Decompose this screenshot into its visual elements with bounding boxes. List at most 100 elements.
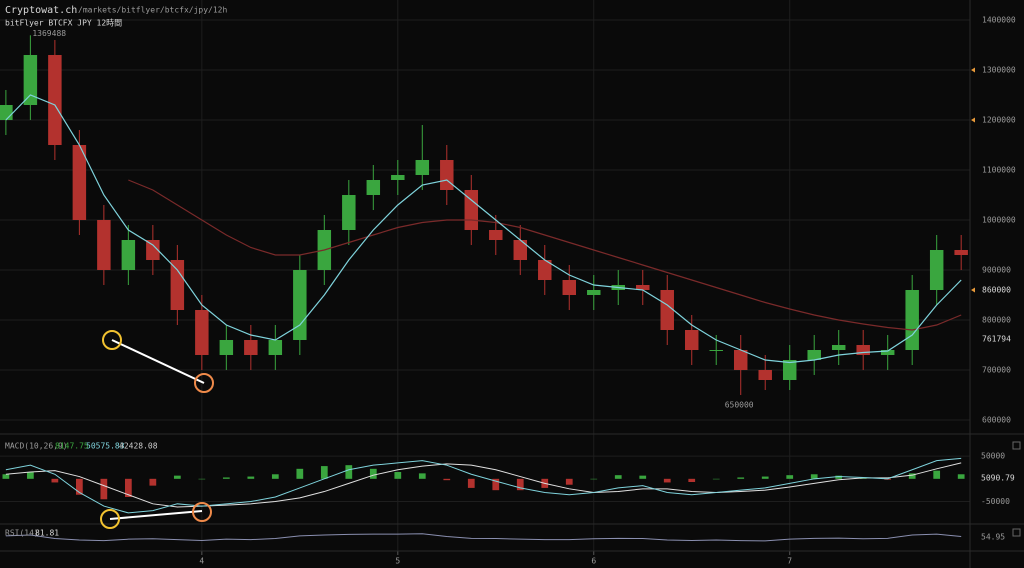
trend-line <box>109 510 203 520</box>
price-marker <box>971 287 975 293</box>
macd-histogram-bar <box>639 475 647 479</box>
macd-histogram-bar <box>418 473 426 479</box>
macd-histogram-bar <box>663 478 671 483</box>
macd-histogram-bar <box>712 478 720 480</box>
candle-body <box>268 340 283 355</box>
price-label: 761794 <box>982 335 1011 344</box>
macd-histogram-bar <box>222 477 230 479</box>
candle-body <box>146 240 160 260</box>
x-tick-label: 7 <box>787 557 792 566</box>
x-tick-label: 4 <box>199 557 204 566</box>
macd-histogram-bar <box>737 477 745 479</box>
candle-body <box>562 280 576 295</box>
y-tick-label: 1100000 <box>982 166 1016 175</box>
candle-body <box>293 270 307 340</box>
candle-body <box>97 220 111 270</box>
candle-body <box>342 195 356 230</box>
macd-histogram-bar <box>320 466 328 479</box>
macd-histogram-bar <box>908 473 916 479</box>
price-marker <box>971 117 975 123</box>
y-tick-label: 900000 <box>982 266 1011 275</box>
close-button[interactable] <box>1012 441 1021 450</box>
macd-histogram-bar <box>2 474 10 479</box>
y-tick-label: 1200000 <box>982 116 1016 125</box>
macd-histogram-bar <box>835 475 843 479</box>
macd-histogram-bar <box>859 478 867 479</box>
macd-histogram-bar <box>933 470 941 479</box>
macd-histogram-bar <box>786 475 794 479</box>
macd-histogram-bar <box>100 478 108 500</box>
macd-histogram-bar <box>149 478 157 486</box>
candle-body <box>929 250 944 290</box>
candle-body <box>660 290 674 330</box>
candle-body <box>415 160 430 175</box>
y-tick-label: 800000 <box>982 316 1011 325</box>
macd-histogram-bar <box>247 476 255 479</box>
candle-body <box>758 370 772 380</box>
y-tick-label: 600000 <box>982 416 1011 425</box>
macd-histogram-bar <box>688 478 696 482</box>
rsi-readout: 81.81 <box>35 529 59 538</box>
price-marker <box>971 67 975 73</box>
candle-body <box>587 290 601 295</box>
macd-histogram-bar <box>443 478 451 481</box>
candle-body <box>733 350 748 370</box>
candle-body <box>489 230 503 240</box>
macd-histogram-bar <box>369 468 377 479</box>
candle-body <box>195 310 209 355</box>
pair-label: bitFlyer BTCFX JPY 12時間 <box>5 19 122 28</box>
macd-histogram-bar <box>516 478 524 491</box>
macd-readout: 8147.75 <box>55 442 89 451</box>
close-button[interactable] <box>1012 528 1021 537</box>
macd-histogram-bar <box>51 478 59 483</box>
candle-body <box>954 250 968 255</box>
candle-body <box>538 260 552 280</box>
rsi-line <box>5 533 962 542</box>
macd-last: 5090.79 <box>981 474 1015 483</box>
candle-body <box>807 350 821 360</box>
candle-body <box>440 160 454 190</box>
candle-body <box>366 180 381 195</box>
macd-histogram-bar <box>75 478 83 495</box>
x-tick-label: 6 <box>591 557 596 566</box>
candle-body <box>513 240 528 260</box>
y-tick-label: 1300000 <box>982 66 1016 75</box>
site-name: Cryptowat.ch <box>5 5 77 16</box>
macd-histogram-bar <box>590 478 598 480</box>
macd-histogram-bar <box>614 475 622 479</box>
y-tick-label: 1400000 <box>982 16 1016 25</box>
candle-body <box>72 145 87 220</box>
candle-body <box>636 285 650 290</box>
candle-body <box>48 55 62 145</box>
candle-body <box>0 105 13 120</box>
macd-histogram-bar <box>492 478 500 491</box>
macd-histogram-bar <box>173 475 181 479</box>
price-label: 860000 <box>982 286 1011 295</box>
candle-body <box>831 345 846 350</box>
macd-histogram-bar <box>957 474 965 479</box>
macd-histogram-bar <box>810 474 818 479</box>
candle-body <box>856 345 870 355</box>
macd-histogram-bar <box>27 472 34 479</box>
y-tick-label: 1000000 <box>982 216 1016 225</box>
circle-marker <box>192 502 212 522</box>
y-tick-label: 50000 <box>981 452 1005 461</box>
x-tick-label: 5 <box>395 557 400 566</box>
circle-marker <box>100 509 120 529</box>
candle-body <box>170 260 185 310</box>
moving-average <box>128 179 962 331</box>
low-annotation: 650000 <box>725 401 754 410</box>
trend-line <box>111 339 205 384</box>
candle-body <box>121 240 136 270</box>
circle-marker <box>102 330 122 350</box>
candle-body <box>685 330 699 350</box>
macd-histogram-bar <box>345 465 353 479</box>
macd-line <box>5 457 962 514</box>
macd-histogram-bar <box>271 474 279 479</box>
macd-histogram-bar <box>761 476 769 479</box>
macd-histogram-bar <box>467 478 475 488</box>
candle-body <box>391 175 405 180</box>
macd-signal-line <box>5 462 962 508</box>
